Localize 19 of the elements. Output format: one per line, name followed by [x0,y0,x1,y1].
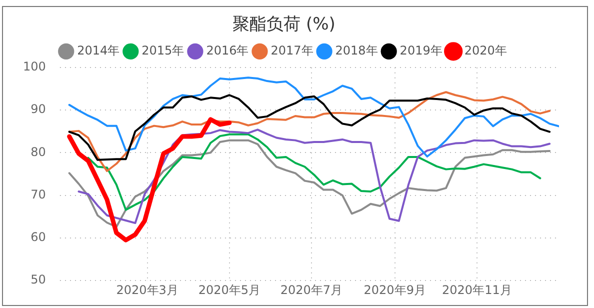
y-tick-label: 60 [30,230,46,244]
y-tick-label: 100 [23,60,46,74]
legend-label: 2014年 [77,44,120,58]
legend-label: 2018年 [335,44,378,58]
y-tick-label: 90 [30,102,46,116]
legend-label: 2015年 [142,44,184,58]
legend-label: 2017年 [270,44,314,58]
y-tick-label: 80 [30,144,46,159]
x-tick-label: 2020年7月 [280,282,343,297]
y-tick-label: 70 [30,187,46,202]
legend-label: 2016年 [206,44,249,58]
legend-label: 2020年 [464,44,507,58]
x-tick-label: 2020年11月 [442,282,512,297]
legend-label: 2019年 [400,44,442,58]
x-tick-label: 2020年3月 [116,282,178,297]
chart-title: 聚酯负荷 (%) [232,14,336,35]
x-tick-label: 2020年5月 [198,282,260,297]
x-tick-label: 2020年9月 [364,282,426,297]
y-tick-label: 50 [30,272,46,287]
